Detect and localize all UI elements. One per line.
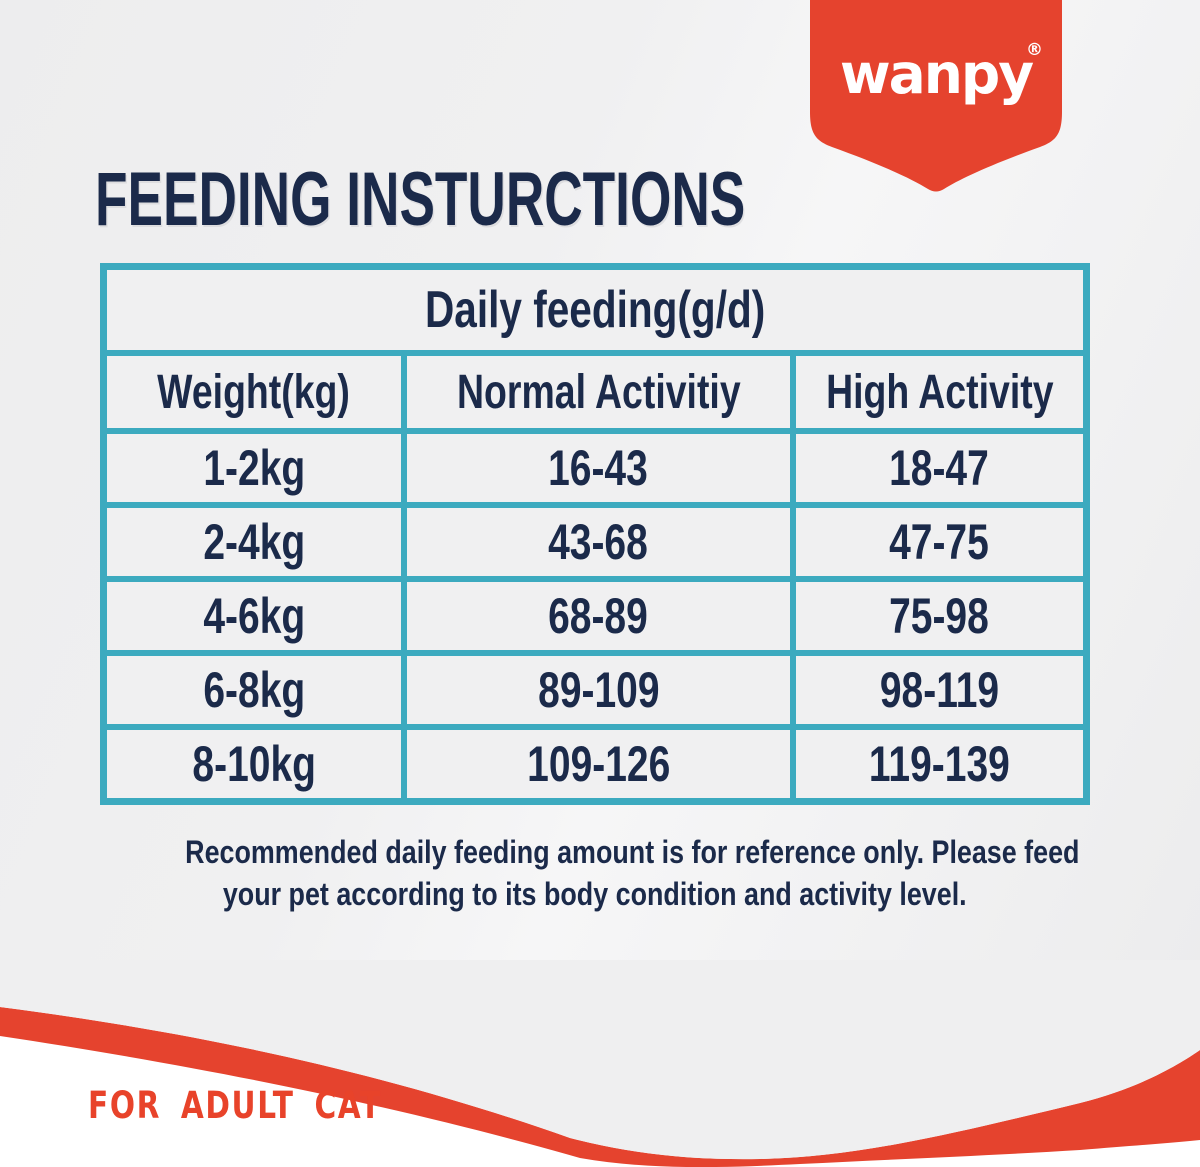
table-row-1-normal: 16-43: [407, 434, 790, 502]
table-row-2-normal: 43-68: [407, 508, 790, 576]
table-row-5-high: 119-139: [795, 730, 1083, 798]
table-row-3-high: 75-98: [795, 582, 1083, 650]
table-row-2-high: 47-75: [795, 508, 1083, 576]
column-header-high-activity: High Activity: [795, 356, 1083, 428]
cell-value: 75-98: [889, 588, 990, 644]
column-header-normal-activity: Normal Activitiy: [407, 356, 790, 428]
table-row-3-weight: 4-6kg: [107, 582, 402, 650]
cell-value: 98-119: [879, 662, 1000, 718]
cell-value: 109-126: [526, 736, 670, 792]
cell-value: 18-47: [889, 440, 990, 496]
cell-value: 119-139: [868, 736, 1010, 792]
column-header-high-activity-label: High Activity: [825, 365, 1054, 419]
brand-logo: wanpy: [839, 42, 1034, 106]
table-row-4-high: 98-119: [795, 656, 1083, 724]
column-header-weight-label: Weight(kg): [157, 365, 351, 419]
table-header-label: Daily feeding(g/d): [424, 281, 766, 339]
cell-value: 43-68: [548, 514, 649, 570]
bottom-wave-decoration: [0, 960, 1200, 1167]
cell-value: 6-8kg: [203, 662, 305, 718]
cell-value: 8-10kg: [192, 736, 316, 792]
column-header-normal-activity-label: Normal Activitiy: [456, 365, 741, 419]
table-row-5-normal: 109-126: [407, 730, 790, 798]
table-row-4-weight: 6-8kg: [107, 656, 402, 724]
badge-ribbon-shape: [810, 0, 1062, 192]
column-header-weight: Weight(kg): [107, 356, 402, 428]
table-row-1-high: 18-47: [795, 434, 1083, 502]
table-row-3-normal: 68-89: [407, 582, 790, 650]
feeding-note-line2: your pet according to its body condition…: [223, 875, 967, 912]
feeding-note: Recommended daily feeding amount is for …: [100, 832, 1090, 915]
cell-value: 47-75: [889, 514, 990, 570]
table-row-5-weight: 8-10kg: [107, 730, 402, 798]
feeding-note-line1: Recommended daily feeding amount is for …: [185, 834, 1080, 870]
table-row-2-weight: 2-4kg: [107, 508, 402, 576]
footer-label: FOR ADULT CAT: [88, 1084, 382, 1127]
registered-trademark-icon: ®: [1026, 40, 1043, 60]
page-title: FEEDING INSTURCTIONS: [95, 157, 746, 242]
cell-value: 89-109: [537, 662, 660, 718]
cell-value: 1-2kg: [203, 440, 305, 496]
cell-value: 4-6kg: [203, 588, 305, 644]
cell-value: 68-89: [548, 588, 649, 644]
wave-gray-area: [0, 960, 1200, 1160]
feeding-table: Daily feeding(g/d) Weight(kg) Normal Act…: [100, 263, 1090, 805]
cell-value: 2-4kg: [203, 514, 305, 570]
table-row-1-weight: 1-2kg: [107, 434, 402, 502]
table-header-cell: Daily feeding(g/d): [107, 270, 1083, 350]
cell-value: 16-43: [548, 440, 649, 496]
brand-badge: wanpy ®: [810, 0, 1062, 196]
table-row-4-normal: 89-109: [407, 656, 790, 724]
wave-white-under: [0, 1036, 1200, 1167]
